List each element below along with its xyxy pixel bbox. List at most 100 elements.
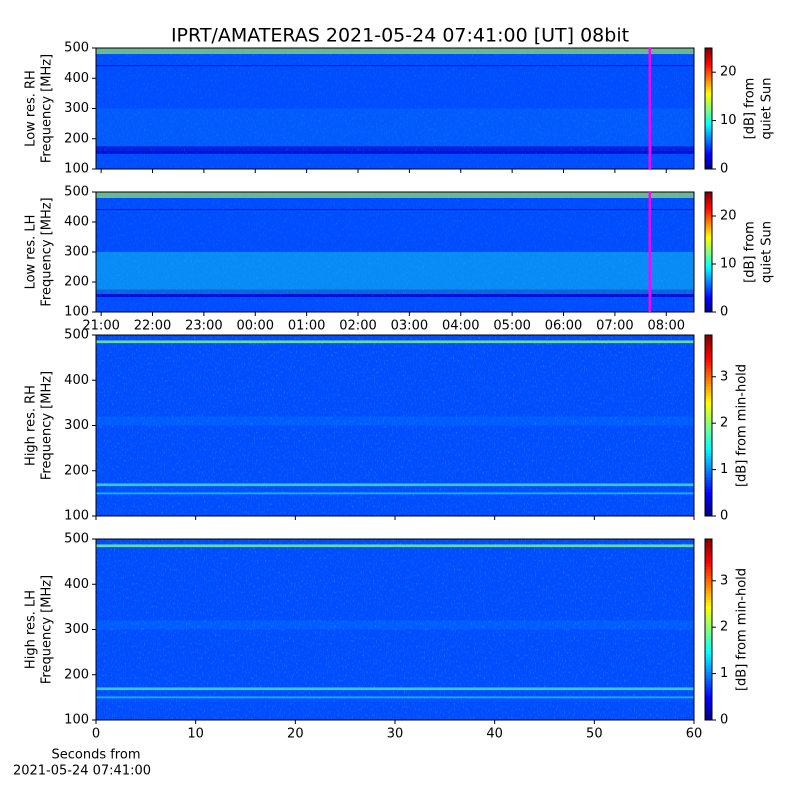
colorbar-segment	[705, 434, 712, 439]
colorbar-segment	[705, 443, 712, 448]
colorbar-segment	[705, 160, 712, 164]
colorbar-segment	[705, 204, 712, 207]
colorbar-segment	[705, 680, 712, 685]
colorbar-tick-label: 2	[720, 620, 728, 635]
colorbar-segment	[705, 347, 712, 351]
colorbar-label: quiet Sun	[760, 77, 775, 139]
colorbar-segment	[705, 548, 712, 552]
colorbar-segment	[705, 707, 712, 712]
colorbar-segment	[705, 716, 712, 721]
colorbar-segment	[705, 92, 712, 95]
colorbar-segment	[705, 210, 712, 213]
colorbar-segment	[705, 102, 712, 105]
colorbar-segment	[705, 353, 712, 357]
colorbar-segment	[705, 365, 712, 369]
colorbar-segment	[705, 88, 712, 91]
colorbar-segment	[705, 599, 712, 603]
colorbar-segment	[705, 428, 712, 433]
colorbar-segment	[705, 292, 712, 295]
x-tick-label: 02:00	[339, 319, 376, 334]
colorbar-segment	[705, 80, 712, 83]
colorbar-segment	[705, 464, 712, 469]
colorbar-segment	[705, 425, 712, 430]
colorbar-segment	[705, 398, 712, 402]
colorbar-tick-label: 2	[720, 416, 728, 431]
colorbar-segment	[705, 485, 712, 490]
colorbar-tick-label: 0	[720, 162, 728, 177]
colorbar-segment	[705, 84, 712, 87]
x-tick-label: 00:00	[237, 319, 274, 334]
colorbar-segment	[705, 614, 712, 618]
colorbar-segment	[705, 566, 712, 570]
colorbar-segment	[705, 228, 712, 231]
colorbar-segment	[705, 560, 712, 564]
y-tick-label: 100	[64, 509, 89, 524]
colorbar-segment	[705, 278, 712, 281]
colorbar-segment	[705, 148, 712, 152]
colorbar-segment	[705, 407, 712, 411]
colorbar-segment	[705, 246, 712, 249]
colorbar-segment	[705, 512, 712, 517]
colorbar-segment	[705, 202, 712, 205]
colorbar-segment	[705, 238, 712, 241]
colorbar-segment	[705, 48, 712, 51]
colorbar-segment	[705, 196, 712, 199]
colorbar-segment	[705, 200, 712, 203]
colorbar-segment	[705, 134, 712, 138]
colorbar-segment	[705, 491, 712, 496]
colorbar-segment	[705, 671, 712, 676]
colorbar-segment	[705, 422, 712, 426]
y-axis-label: Low res. RH	[24, 70, 39, 147]
colorbar-segment	[705, 350, 712, 354]
colorbar-segment	[705, 401, 712, 405]
y-tick-label: 200	[64, 275, 89, 290]
colorbar-segment	[705, 650, 712, 655]
colorbar-segment	[705, 581, 712, 585]
y-axis-label: Low res. LH	[24, 215, 39, 290]
colorbar-segment	[705, 262, 712, 265]
colorbar-segment	[705, 218, 712, 221]
colorbar-segment	[705, 389, 712, 393]
colorbar-segment	[705, 572, 712, 576]
colorbar-segment	[705, 156, 712, 160]
colorbar-segment	[705, 335, 712, 339]
colorbar-frame	[704, 191, 713, 313]
x-tick-label: 23:00	[185, 319, 222, 334]
colorbar-segment	[705, 479, 712, 484]
colorbar-segment	[705, 276, 712, 279]
colorbar-segment	[705, 142, 712, 146]
colorbar-segment	[705, 392, 712, 396]
colorbar-segment	[705, 356, 712, 360]
y-tick-label: 400	[64, 373, 89, 388]
colorbar-tick-label: 20	[720, 209, 737, 224]
colorbar-segment	[705, 344, 712, 348]
x-tick-label: 0	[92, 727, 100, 742]
colorbar-label: [dB] from	[743, 78, 758, 140]
colorbar-segment	[705, 164, 712, 168]
y-tick-label: 500	[64, 328, 89, 343]
colorbar-segment	[705, 52, 712, 55]
colorbar-segment	[705, 114, 712, 118]
colorbar-segment	[705, 701, 712, 706]
colorbar-tick-label: 3	[720, 369, 728, 384]
colorbar-segment	[705, 338, 712, 342]
colorbar-segment	[705, 248, 712, 251]
colorbar-segment	[705, 488, 712, 493]
colorbar-segment	[705, 138, 712, 142]
colorbar-segment	[705, 104, 712, 107]
colorbar-segment	[705, 212, 712, 215]
colorbar-segment	[705, 662, 712, 667]
colorbar-segment	[705, 608, 712, 612]
colorbar-tick-label: 3	[720, 573, 728, 588]
colorbar-segment	[705, 692, 712, 697]
y-axis-label: Frequency [MHz]	[40, 197, 55, 306]
colorbar-segment	[705, 509, 712, 514]
colorbar-segment	[705, 254, 712, 257]
colorbar-segment	[705, 66, 712, 69]
y-tick-label: 500	[64, 532, 89, 547]
colorbar-segment	[705, 410, 712, 414]
y-tick-label: 400	[64, 71, 89, 86]
colorbar-segment	[705, 653, 712, 658]
colorbar-segment	[705, 140, 712, 144]
